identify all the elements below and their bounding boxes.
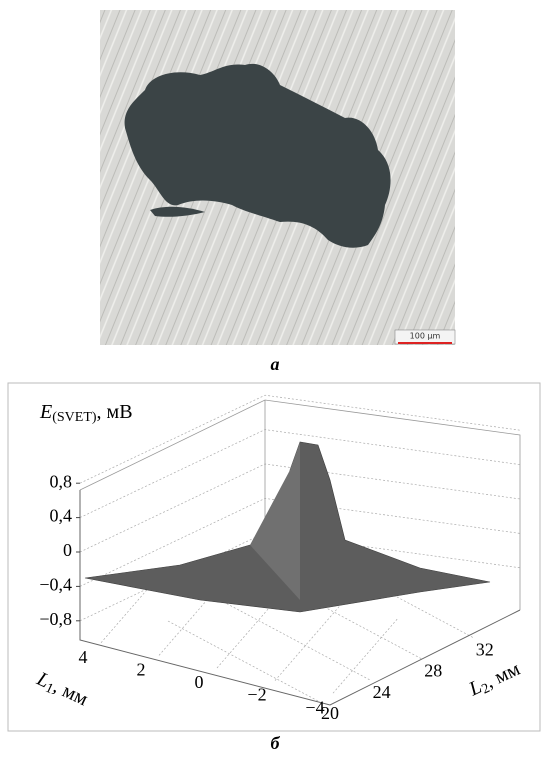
z-symbol: E: [39, 401, 52, 423]
figure: 100 µm а E(SVET), мВ L1, мм L2, мм 0,80,…: [0, 0, 546, 757]
caption: б: [271, 733, 281, 753]
z-subscript: (SVET): [52, 410, 97, 425]
x-tick-label: 0: [195, 672, 204, 692]
micrograph: 100 µm: [100, 10, 455, 345]
x-tick-label: 2: [137, 660, 146, 680]
y-tick-label: 28: [424, 661, 442, 681]
z-unit: , мВ: [97, 401, 133, 423]
z-tick-label: −0,4: [39, 575, 72, 595]
scale-bar-label: 100 µm: [410, 332, 441, 341]
y-tick-label: 32: [476, 640, 494, 660]
y-tick-label: 20: [321, 703, 339, 723]
page: 100 µm а E(SVET), мВ L1, мм L2, мм 0,80,…: [0, 0, 546, 762]
x-tick-label: −2: [247, 685, 266, 705]
z-tick-label: 0,8: [50, 471, 73, 491]
caption: а: [271, 354, 280, 374]
x-tick-label: 4: [79, 647, 88, 667]
z-tick-label: −0,8: [39, 609, 72, 629]
y-tick-label: 24: [373, 682, 391, 702]
z-tick-label: 0: [63, 540, 72, 560]
z-tick-label: 0,4: [50, 506, 73, 526]
